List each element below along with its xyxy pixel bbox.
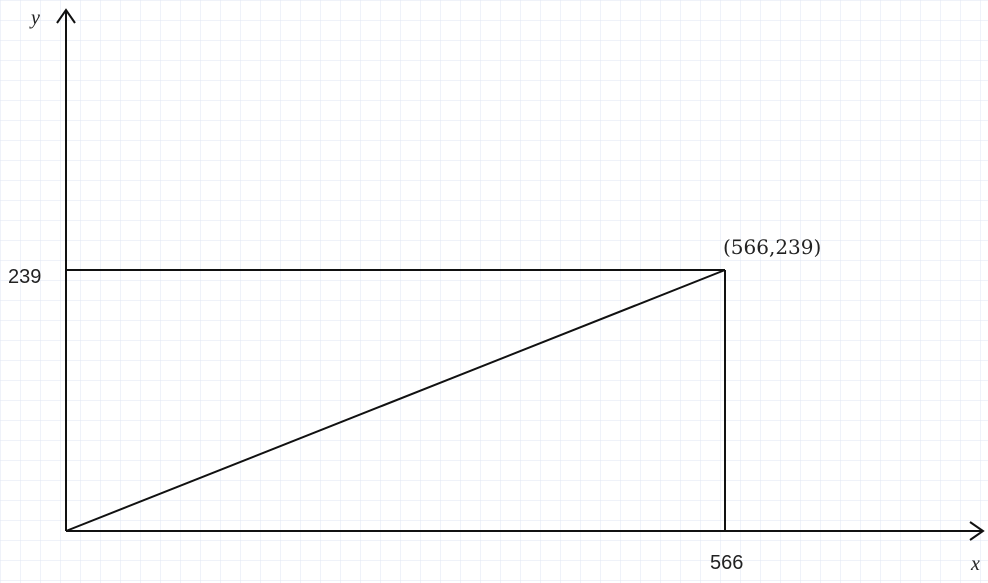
x-tick-label: 566 <box>710 552 743 574</box>
y-axis-arrowhead <box>56 8 76 24</box>
diagonal-line <box>65 269 726 532</box>
point-label: (566,239) <box>723 235 821 259</box>
y-axis-label: y <box>29 7 40 29</box>
y-tick-label: 239 <box>8 266 41 288</box>
x-axis-label: x <box>970 553 980 575</box>
x-axis-arrowhead <box>969 521 985 541</box>
